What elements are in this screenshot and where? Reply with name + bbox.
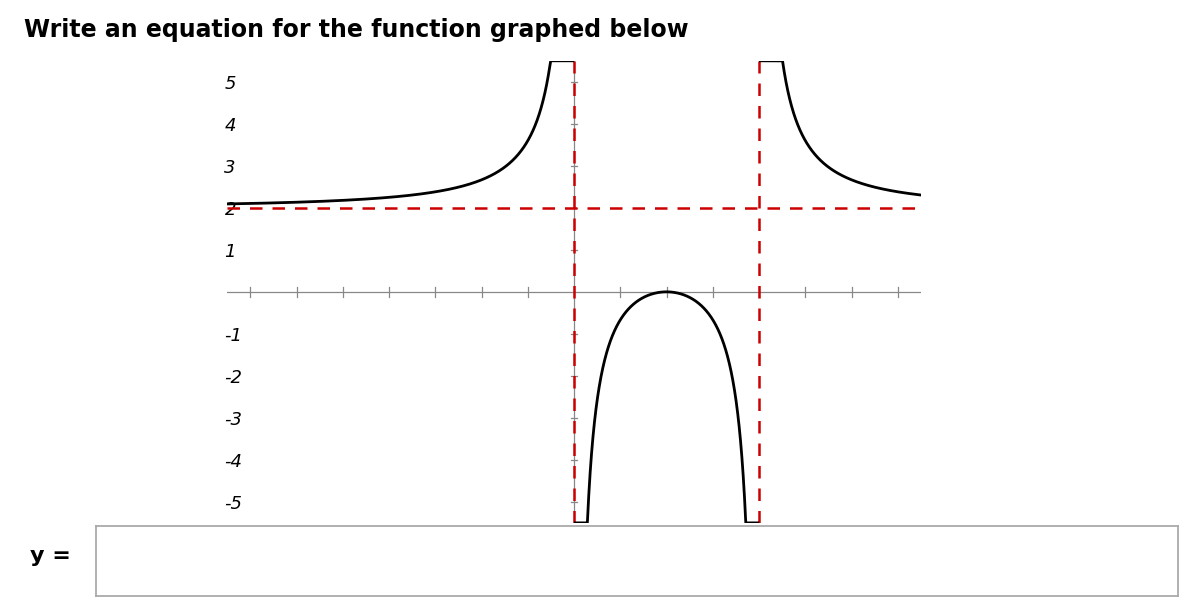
Text: y =: y = (30, 547, 71, 566)
Text: Write an equation for the function graphed below: Write an equation for the function graph… (24, 18, 689, 42)
